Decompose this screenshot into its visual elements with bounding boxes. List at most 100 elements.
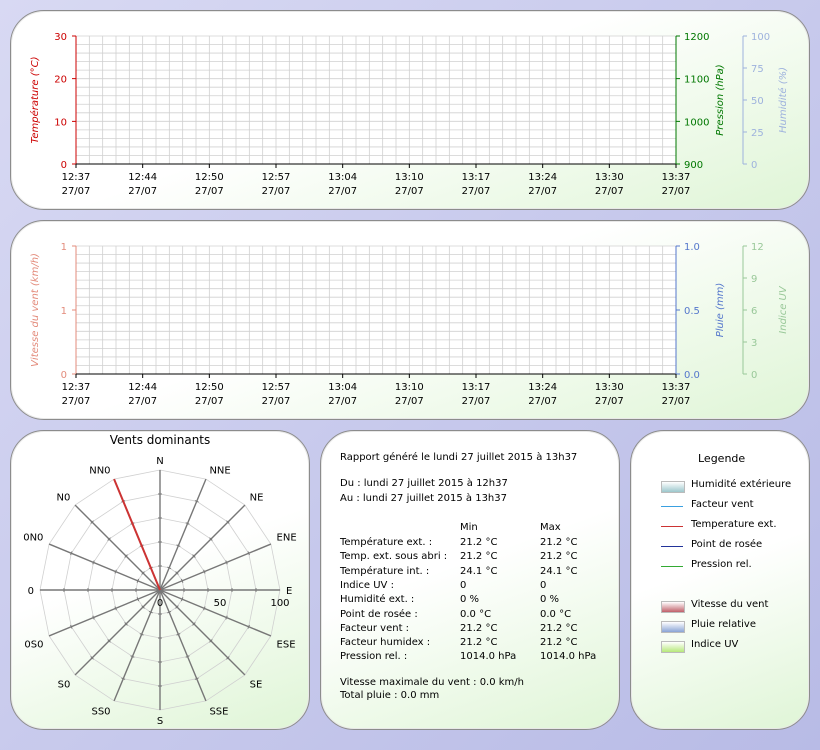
report-row-label: Température ext. : — [340, 537, 433, 548]
x-tick-label-date: 27/07 — [328, 396, 357, 407]
report-panel: Rapport généré le lundi 27 juillet 2015 … — [320, 430, 620, 730]
x-tick-label-time: 13:17 — [462, 382, 491, 393]
y3-axis-title: Indice UV — [778, 285, 789, 334]
temperature-chart-panel: 0 10 20 30 900 1000 1100 1200 0 25 50 75 100 Températ… — [10, 10, 810, 210]
x-tick-label-date: 27/07 — [595, 186, 624, 197]
wind-rose-spoke-tick — [141, 571, 145, 575]
wind-rose-spoke-tick — [180, 597, 184, 602]
x-tick-label-date: 27/07 — [62, 186, 91, 197]
report-row-min: 21.2 °C — [460, 551, 498, 563]
wind-rose-spoke — [159, 543, 272, 591]
report-rain-total: Total pluie : 0.0 mm — [340, 690, 440, 701]
wind-rose-spoke-tick — [167, 566, 172, 570]
y2-tick-label: 1000 — [684, 117, 709, 128]
y2-tick-label: 0.0 — [684, 370, 700, 381]
wind-rose-spoke-tick — [136, 597, 140, 602]
legend-title: Legende — [698, 452, 746, 465]
x-tick-label-time: 13:37 — [662, 172, 691, 183]
report-row-label: Facteur humidex : — [340, 637, 431, 649]
wind-rose-direction-label: N0 — [56, 492, 70, 503]
report-content: Rapport généré le lundi 27 juillet 2015 … — [321, 431, 619, 729]
wind-rose-spoke-tick — [114, 606, 117, 611]
report-from: Du : lundi 27 juillet 2015 à 12h37 — [340, 478, 508, 489]
report-generated: Rapport généré le lundi 27 juillet 2015 … — [340, 452, 578, 463]
y-tick-label: 10 — [54, 117, 67, 128]
x-tick-label-date: 27/07 — [595, 396, 624, 407]
report-row-label: Humidité ext. : — [340, 594, 415, 606]
x-tick-label-time: 12:44 — [128, 382, 157, 393]
report-wind-max: Vitesse maximale du vent : 0.0 km/h — [340, 677, 525, 688]
x-tick-label-date: 27/07 — [662, 186, 691, 197]
wind-rose-radial-label: 0 — [157, 598, 163, 609]
wind-rose-spoke — [113, 589, 161, 702]
x-tick-label-date: 27/07 — [128, 186, 157, 197]
wind-rose-spoke-tick — [194, 500, 199, 503]
report-row-max: 0 % — [540, 594, 560, 606]
report-to: Au : lundi 27 juillet 2015 à 13h37 — [340, 493, 507, 504]
wind-rose-direction-label: E — [286, 586, 292, 597]
y-tick-label: 0 — [61, 370, 67, 381]
wind-rose-series-line — [113, 478, 161, 591]
report-row-min: 0.0 °C — [460, 608, 492, 620]
report-row-max: 0.0 °C — [540, 608, 572, 620]
y3-tick-label: 0 — [751, 160, 757, 171]
wind-rose-spoke-tick — [124, 622, 128, 626]
wind-rose-spoke — [159, 589, 246, 676]
x-tick-label-date: 27/07 — [262, 186, 291, 197]
legend-label: Pression rel. — [691, 559, 752, 570]
x-tick-label-date: 27/07 — [662, 396, 691, 407]
wind-rose-spoke-tick — [225, 560, 228, 565]
y2-tick-label: 1100 — [684, 75, 709, 86]
report-row-min: 24.1 °C — [460, 565, 498, 577]
wind-rose-direction-label: NN0 — [89, 465, 110, 476]
y3-tick-label: 3 — [751, 338, 757, 349]
wind-rose-chart: Vents dominants N NNE NE ENE E ESE SE SSE S SS0 S0 0… — [23, 433, 297, 727]
wind-rose-spoke-tick — [203, 606, 206, 611]
wind-rose-spoke — [74, 504, 161, 591]
wind-rose-spoke-tick — [124, 554, 128, 558]
y3-tick-label: 9 — [751, 274, 757, 285]
wind-rose-spoke-tick — [136, 578, 140, 583]
report-row-min: 21.2 °C — [460, 537, 498, 548]
legend-panel: Legende Humidité extérieure Facteur vent T… — [630, 430, 810, 730]
legend-swatch-line — [661, 506, 683, 507]
x-tick-label-date: 27/07 — [462, 396, 491, 407]
wind-rose-spoke-tick — [192, 622, 196, 626]
report-row-max: 1014.0 hPa — [540, 651, 597, 663]
y3-tick-label: 75 — [751, 64, 764, 75]
wind-rose-spoke-tick — [90, 656, 94, 660]
x-tick-label-date: 27/07 — [62, 396, 91, 407]
wind-rose-spoke-tick — [180, 578, 184, 583]
wind-rose-spoke-tick — [203, 569, 206, 574]
wind-rose-spoke-tick — [107, 639, 111, 643]
x-tick-label-time: 12:57 — [262, 172, 291, 183]
wind-rose-direction-label: NE — [250, 492, 264, 503]
y-tick-label: 30 — [54, 32, 67, 43]
wind-rose-radial-label: 100 — [270, 598, 289, 609]
x-tick-label-date: 27/07 — [395, 186, 424, 197]
report-row-max: 21.2 °C — [540, 622, 578, 634]
legend-swatch-area — [661, 641, 685, 653]
x-tick-label-date: 27/07 — [328, 186, 357, 197]
x-tick-label-time: 12:37 — [62, 382, 91, 393]
wind-rose-spoke-tick — [176, 633, 181, 636]
wind-rose-spoke — [159, 504, 246, 591]
wind-chart: 0 1 1 0.0 0.5 1.0 0 3 6 9 12 Vitesse du vent (km/h)… — [30, 242, 789, 407]
wind-rose-direction-label: S — [157, 716, 163, 727]
y-axis-title: Température (°C) — [29, 57, 41, 144]
plot-area — [76, 36, 676, 164]
y3-axis-title: Humidité (%) — [777, 67, 789, 133]
wind-rose-direction-label: NNE — [209, 465, 230, 476]
x-tick-label-time: 13:10 — [395, 172, 424, 183]
wind-rose-spoke-tick — [70, 551, 73, 556]
x-tick-label-date: 27/07 — [462, 186, 491, 197]
y3-tick-label: 25 — [751, 128, 764, 139]
wind-rose-spoke-tick — [92, 615, 95, 620]
report-row-label: Pression rel. : — [340, 651, 408, 663]
wind-rose-title: Vents dominants — [110, 433, 211, 447]
report-row-min: 1014.0 hPa — [460, 651, 517, 663]
wind-rose-spoke-tick — [175, 605, 179, 609]
y-axis-title: Vitesse du vent (km/h) — [30, 253, 41, 367]
wind-rose-direction-label: ENE — [277, 533, 297, 544]
report-row-max: 21.2 °C — [540, 637, 578, 649]
